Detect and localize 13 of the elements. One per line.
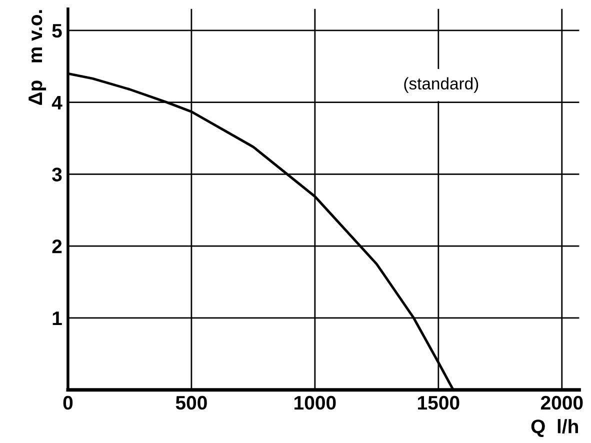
x-tick-label: 500 <box>176 396 207 410</box>
x-tick-label: 0 <box>63 396 73 410</box>
x-tick-label: 1500 <box>418 396 460 410</box>
x-axis-title: Q l/h <box>531 419 578 437</box>
y-tick-label: 4 <box>52 96 62 110</box>
y-axis-title: Δp m v.o. <box>28 10 46 105</box>
y-tick-label: 1 <box>52 312 62 326</box>
annotation: (standard) <box>404 77 478 93</box>
x-tick-label: 1000 <box>294 396 336 410</box>
y-tick-label: 2 <box>52 240 62 254</box>
y-tick-label: 3 <box>52 168 62 182</box>
x-tick-label: 2000 <box>540 396 583 410</box>
y-tick-label: 5 <box>52 24 62 38</box>
